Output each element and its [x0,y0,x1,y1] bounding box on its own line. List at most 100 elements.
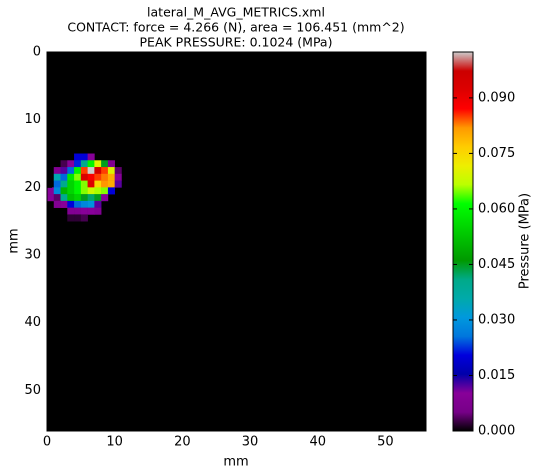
chart-title: PEAK PRESSURE: 0.1024 (MPa) [140,35,333,50]
x-tick-label: 50 [377,435,394,450]
heatmap-cell [94,160,102,168]
heatmap-cell [47,187,55,195]
heatmap-cell [87,207,95,215]
heatmap-cell [47,194,55,202]
x-tick-label: 10 [106,435,123,450]
heatmap-cell [67,160,75,168]
plot-frame [46,51,427,432]
heatmap-cell [107,180,115,188]
heatmap-cell [94,167,102,175]
heatmap-cell [60,200,68,208]
y-tick-label: 40 [24,315,41,330]
heatmap-cell [107,160,115,168]
heatmap-cell [101,167,109,175]
heatmap-cell [87,200,95,208]
heatmap-cell [74,200,82,208]
x-tick-label: 40 [309,435,326,450]
heatmap-cell [114,173,122,181]
heatmap-cell [87,153,95,161]
heatmap-cell [87,180,95,188]
chart-title: CONTACT: force = 4.266 (N), area = 106.4… [67,20,404,35]
x-tick-label: 30 [242,435,259,450]
heatmap-cell [74,194,82,202]
x-tick-label: 0 [43,435,51,450]
heatmap-cell [80,167,88,175]
colorbar-tick-label: 0.030 [478,312,515,327]
heatmap-cell [53,200,61,208]
heatmap-cell [60,160,68,168]
heatmap-cell [87,187,95,195]
heatmap-cell [94,194,102,202]
heatmap-cell [67,173,75,181]
heatmap-cell [94,180,102,188]
heatmap-cell [101,180,109,188]
heatmap-cell [101,187,109,195]
heatmap-cell [87,194,95,202]
heatmap-cell [74,180,82,188]
heatmap-cell [80,160,88,168]
heatmap-cell [67,214,75,222]
y-tick-label: 30 [24,248,41,263]
heatmap-cell [87,167,95,175]
heatmap-cell [60,167,68,175]
heatmap-cell [107,167,115,175]
heatmap-cell [114,167,122,175]
heatmap-cell [67,200,75,208]
heatmap-cell [80,200,88,208]
heatmap-cell [94,173,102,181]
y-axis-label: mm [7,228,22,253]
heatmap-cell [80,207,88,215]
heatmap-cell [94,200,102,208]
colorbar [452,51,474,432]
heatmap-cell [107,187,115,195]
heatmap-cell [60,180,68,188]
heatmap-cell [74,173,82,181]
heatmap-cell [87,160,95,168]
heatmap-cell [80,173,88,181]
heatmap-cell [53,180,61,188]
y-tick-label: 20 [24,180,41,195]
heatmap-cell [67,180,75,188]
colorbar-tick-label: 0.060 [478,201,515,216]
colorbar-tick-label: 0.090 [478,90,515,105]
heatmap-cell [80,180,88,188]
colorbar-tick-label: 0.075 [478,146,515,161]
heatmap-cell [74,160,82,168]
x-tick-label: 20 [174,435,191,450]
heatmap-cell [67,207,75,215]
heatmap-cell [67,167,75,175]
heatmap-cell [53,167,61,175]
heatmap-cell [94,187,102,195]
heatmap-cell [94,207,102,215]
heatmap-cell [74,153,82,161]
y-tick-label: 0 [33,45,41,60]
heatmap-cell [80,187,88,195]
chart-title: lateral_M_AVG_METRICS.xml [147,5,325,20]
heatmap-cell [74,167,82,175]
colorbar-tick-label: 0.015 [478,368,515,383]
heatmap-cell [80,214,88,222]
heatmap-cell [74,214,82,222]
y-tick-label: 50 [24,383,41,398]
heatmap-cell [80,153,88,161]
heatmap-cell [53,173,61,181]
colorbar-tick-label: 0.000 [478,424,515,439]
heatmap-cell [53,187,61,195]
heatmap-cell [74,207,82,215]
heatmap-cell [60,187,68,195]
colorbar-tick-label: 0.045 [478,257,515,272]
heatmap-cell [74,187,82,195]
heatmap-cell [114,180,122,188]
y-tick-label: 10 [24,112,41,127]
plot-background [47,52,426,431]
heatmap-cell [101,173,109,181]
heatmap-cell [101,194,109,202]
x-axis-label: mm [223,455,248,470]
heatmap-cell [60,173,68,181]
heatmap-cell [101,160,109,168]
heatmap-cell [67,187,75,195]
heatmap-cell [53,194,61,202]
heatmap-cell [60,194,68,202]
heatmap-cell [107,173,115,181]
